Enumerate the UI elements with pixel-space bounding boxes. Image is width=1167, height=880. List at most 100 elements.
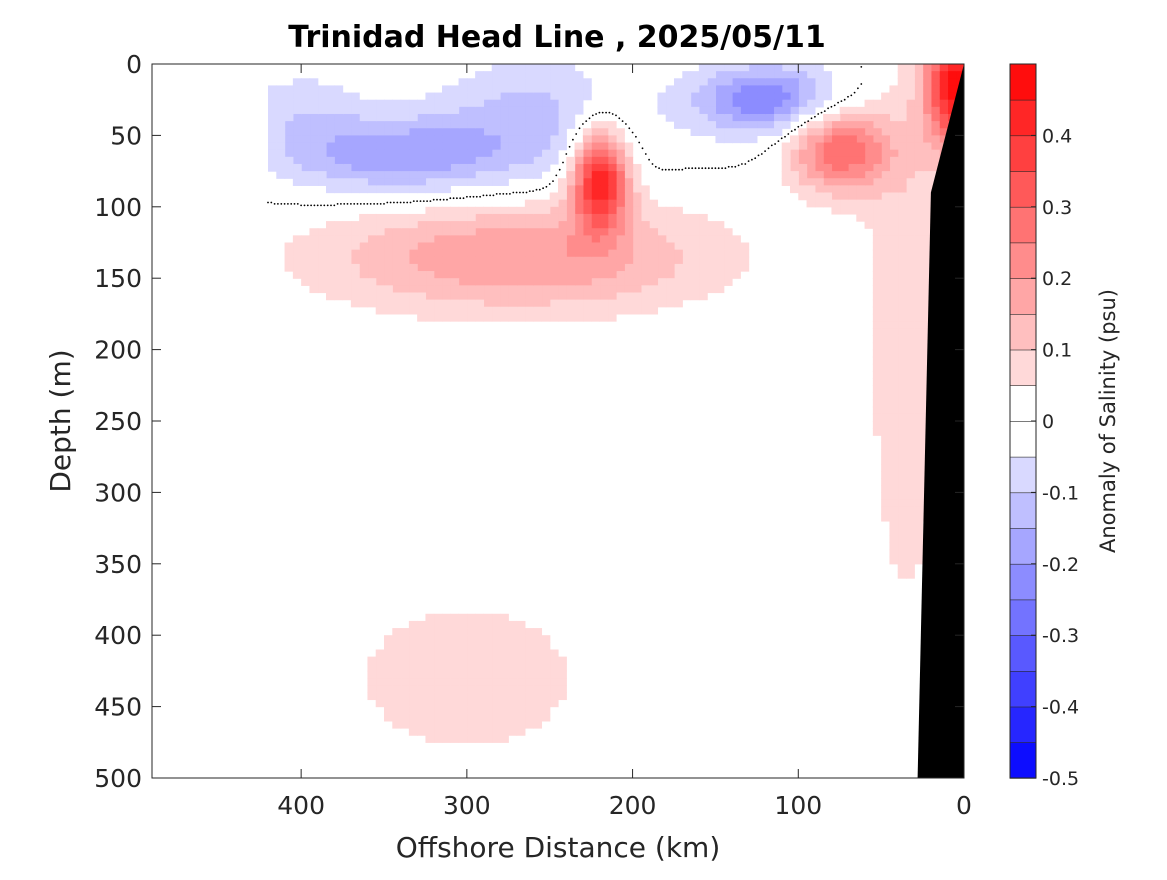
zero-contour-point: [442, 198, 445, 201]
field-cell: [326, 285, 335, 294]
field-cell: [881, 256, 891, 265]
field-cell: [599, 235, 609, 244]
field-cell: [922, 106, 932, 115]
field-cell: [922, 128, 932, 136]
field-cell: [930, 71, 940, 79]
field-cell: [914, 392, 924, 401]
zero-contour-point: [346, 203, 349, 205]
field-cell: [384, 106, 393, 115]
field-cell: [301, 142, 311, 151]
field-cell: [359, 156, 369, 165]
field-cell: [500, 299, 509, 308]
zero-contour-point: [704, 167, 707, 170]
field-cell: [475, 663, 485, 672]
field-cell: [922, 256, 932, 265]
field-cell: [342, 228, 352, 236]
field-cell: [640, 292, 650, 301]
field-cell: [458, 713, 468, 722]
field-cell: [301, 249, 311, 258]
zero-contour-point: [800, 124, 803, 127]
field-cell: [665, 85, 675, 94]
field-cell: [914, 549, 924, 558]
colorbar-band: [1009, 599, 1037, 636]
field-cell: [533, 64, 543, 72]
field-cell: [889, 478, 899, 486]
field-cell: [549, 149, 559, 158]
field-cell: [599, 285, 609, 294]
field-cell: [657, 292, 667, 301]
field-cell: [790, 149, 799, 158]
field-cell: [558, 221, 567, 229]
field-cell: [524, 663, 534, 672]
field-cell: [839, 135, 849, 144]
field-cell: [433, 663, 443, 672]
field-cell: [682, 271, 692, 279]
field-cell: [433, 670, 443, 679]
field-cell: [922, 221, 932, 229]
field-cell: [458, 285, 468, 294]
field-cell: [872, 128, 882, 136]
field-cell: [392, 649, 402, 658]
field-cell: [698, 242, 708, 251]
field-cell: [400, 720, 410, 729]
field-cell: [524, 649, 534, 658]
field-cell: [798, 178, 808, 186]
field-cell: [881, 235, 891, 244]
field-cell: [881, 406, 891, 415]
field-cell: [574, 206, 584, 215]
field-cell: [872, 356, 882, 365]
zero-contour-point: [393, 201, 395, 204]
field-cell: [450, 706, 460, 715]
field-cell: [309, 85, 319, 94]
colorbar-band: [1009, 313, 1037, 351]
field-cell: [408, 670, 418, 679]
field-cell: [284, 142, 294, 151]
field-cell: [400, 628, 410, 636]
field-cell: [442, 121, 451, 129]
field-cell: [674, 235, 683, 244]
zero-contour-point: [469, 195, 472, 198]
field-cell: [342, 235, 352, 244]
field-cell: [491, 171, 501, 179]
field-cell: [756, 85, 766, 94]
field-cell: [450, 235, 460, 244]
field-cell: [326, 271, 335, 279]
zero-contour-point: [860, 83, 863, 85]
field-cell: [607, 299, 617, 308]
field-cell: [922, 321, 932, 329]
field-cell: [549, 78, 559, 87]
field-cell: [500, 113, 509, 122]
field-cell: [466, 285, 476, 294]
field-cell: [375, 678, 385, 686]
field-cell: [342, 242, 352, 251]
field-cell: [930, 106, 940, 115]
field-cell: [814, 185, 824, 194]
field-cell: [839, 156, 849, 165]
field-cell: [657, 242, 667, 251]
field-cell: [881, 363, 891, 372]
field-cell: [914, 413, 924, 422]
field-cell: [516, 121, 526, 129]
field-cell: [881, 149, 891, 158]
zero-contour-point: [436, 198, 438, 201]
field-cell: [408, 263, 418, 272]
field-cell: [889, 470, 899, 479]
field-cell: [533, 249, 543, 258]
field-cell: [599, 185, 609, 194]
field-cell: [500, 642, 509, 651]
field-cell: [417, 292, 427, 301]
field-cell: [317, 178, 327, 186]
field-cell: [301, 242, 311, 251]
field-cell: [450, 728, 460, 736]
field-cell: [707, 235, 717, 244]
field-cell: [466, 706, 476, 715]
field-cell: [392, 106, 402, 115]
field-cell: [317, 121, 327, 129]
field-cell: [806, 192, 816, 201]
field-cell: [831, 178, 841, 186]
field-cell: [897, 221, 907, 229]
field-cell: [442, 142, 451, 151]
field-cell: [922, 306, 932, 315]
field-cell: [922, 192, 932, 201]
field-cell: [914, 349, 924, 358]
